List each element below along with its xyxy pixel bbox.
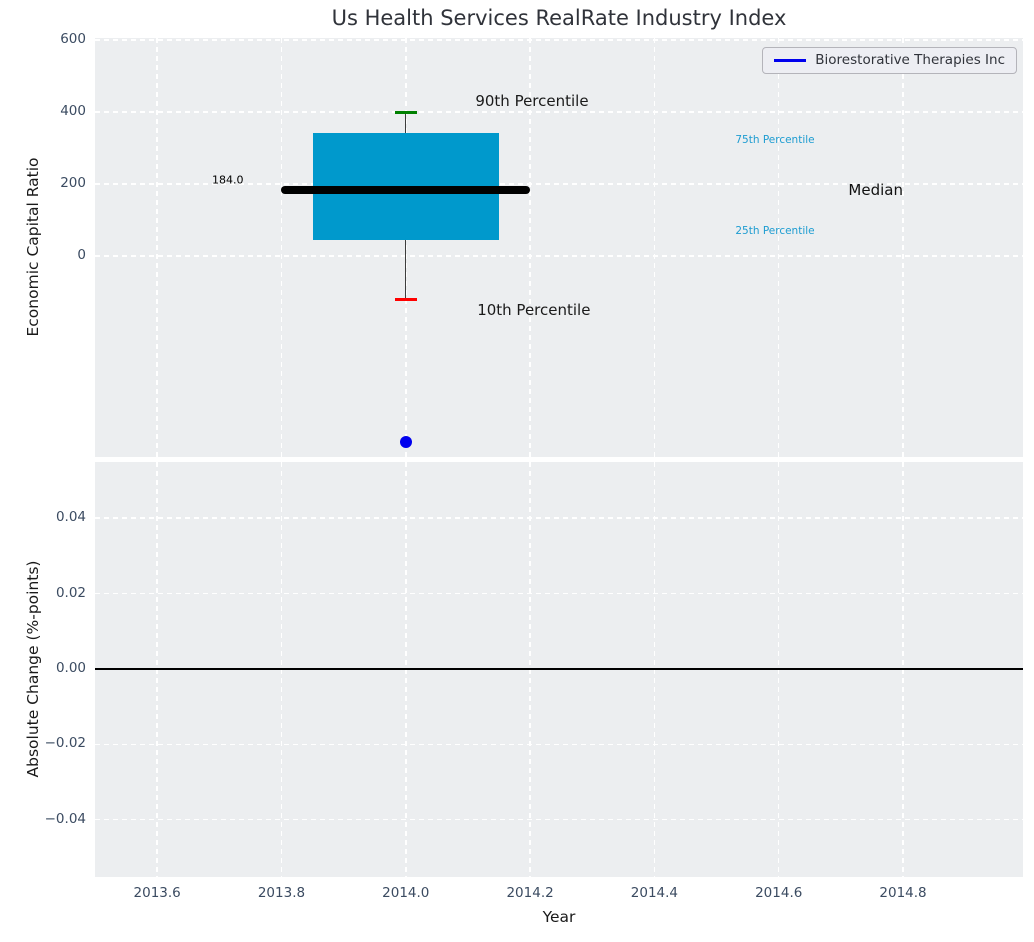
- company-data-point: [399, 435, 412, 448]
- x-tick-label: 2013.8: [257, 885, 306, 901]
- y-gridline: [95, 818, 1023, 821]
- y-tick-label: 200: [60, 175, 86, 191]
- axes-absolute-change: [95, 462, 1023, 877]
- y-tick-label: 0: [77, 247, 86, 263]
- y-gridline: [95, 39, 1023, 41]
- y-tick-label: 0.04: [55, 509, 86, 526]
- x-gridline: [280, 38, 283, 457]
- x-axis-label: Year: [542, 908, 576, 926]
- median-value-label: 184.0: [212, 173, 244, 187]
- p90-cap: [394, 110, 417, 114]
- legend: Biorestorative Therapies Inc: [762, 47, 1017, 74]
- median-label: Median: [848, 180, 903, 199]
- y-gridline: [95, 743, 1023, 746]
- y-gridline: [95, 183, 1023, 185]
- p10-percentile-label: 10th Percentile: [477, 301, 591, 319]
- x-gridline: [777, 38, 780, 457]
- x-gridline: [902, 38, 904, 457]
- median-line: [281, 185, 531, 194]
- p25-percentile-label: 25th Percentile: [735, 225, 815, 238]
- y-tick-label: 400: [60, 103, 86, 119]
- y-tick-label: 0.02: [55, 584, 86, 601]
- y-tick-label: 0.00: [55, 659, 86, 676]
- p75-percentile-label: 75th Percentile: [735, 134, 815, 147]
- y-gridline: [95, 255, 1023, 257]
- y-gridline: [95, 592, 1023, 595]
- y-tick-label: −0.04: [44, 810, 86, 827]
- y-tick-label: 600: [60, 31, 86, 48]
- x-tick-label: 2014.0: [382, 885, 430, 901]
- p90-percentile-label: 90th Percentile: [475, 91, 589, 110]
- axes-economic-capital-ratio: 90th Percentile 75th Percentile Median 25th…: [95, 38, 1023, 457]
- x-tick-label: 2014.6: [755, 885, 803, 901]
- x-tick-label: 2014.4: [630, 885, 679, 901]
- x-tick-label: 2014.2: [506, 885, 554, 901]
- p10-cap: [394, 298, 417, 302]
- x-tick-label: 2013.6: [133, 885, 181, 901]
- x-tick-label: 2014.8: [879, 885, 927, 901]
- x-gridline: [653, 38, 656, 457]
- x-gridline: [156, 38, 158, 457]
- y-gridline: [95, 517, 1023, 519]
- zero-line: [95, 668, 1023, 670]
- chart-title: Us Health Services RealRate Industry Ind…: [331, 6, 787, 30]
- y-gridline: [95, 111, 1023, 113]
- y-tick-label: −0.02: [44, 735, 86, 752]
- x-gridline: [529, 38, 531, 457]
- legend-line-icon: [774, 58, 807, 62]
- legend-label: Biorestorative Therapies Inc: [815, 52, 1005, 68]
